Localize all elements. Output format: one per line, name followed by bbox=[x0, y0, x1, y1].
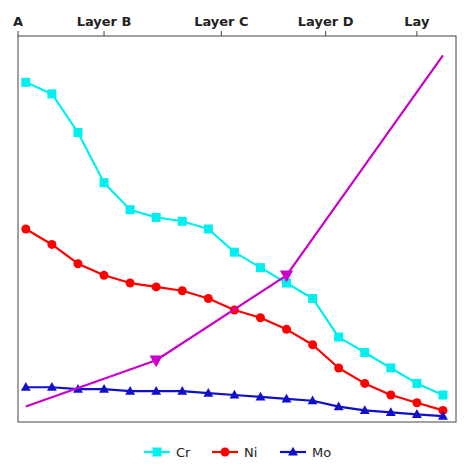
point bbox=[334, 363, 343, 372]
point bbox=[386, 390, 395, 399]
point bbox=[280, 271, 293, 283]
legend-label: Cr bbox=[176, 445, 191, 460]
point bbox=[386, 363, 395, 372]
point bbox=[21, 382, 31, 391]
series-line bbox=[26, 387, 443, 416]
point bbox=[282, 394, 292, 403]
point bbox=[47, 240, 56, 249]
point bbox=[256, 263, 265, 272]
x-tick bbox=[325, 31, 326, 36]
point bbox=[334, 333, 343, 342]
x-tick-label: Layer D bbox=[298, 14, 354, 29]
x-tick-label: Layer B bbox=[77, 14, 132, 29]
legend-marker bbox=[221, 448, 230, 457]
series bbox=[21, 78, 447, 400]
x-tick bbox=[221, 31, 222, 36]
plot-area bbox=[21, 55, 448, 420]
series bbox=[26, 55, 443, 406]
point bbox=[151, 386, 161, 395]
point bbox=[152, 282, 161, 291]
legend-item: Ni bbox=[212, 445, 257, 460]
point bbox=[21, 225, 30, 234]
point bbox=[204, 225, 213, 234]
legend-marker bbox=[153, 448, 162, 457]
legend-marker bbox=[288, 447, 298, 456]
point bbox=[230, 248, 239, 257]
point bbox=[256, 313, 265, 322]
point bbox=[203, 388, 213, 397]
x-axis: A Layer B Layer C Layer D Lay bbox=[13, 14, 430, 36]
point bbox=[126, 205, 135, 214]
point bbox=[100, 271, 109, 280]
point bbox=[126, 279, 135, 288]
legend-label: Mo bbox=[312, 445, 331, 460]
series-line bbox=[26, 55, 443, 406]
point bbox=[360, 348, 369, 357]
x-tick bbox=[104, 31, 105, 36]
point bbox=[178, 286, 187, 295]
point bbox=[308, 396, 318, 405]
point bbox=[204, 294, 213, 303]
series bbox=[21, 382, 448, 420]
point bbox=[178, 217, 187, 226]
plot-frame bbox=[18, 36, 456, 422]
point bbox=[412, 379, 421, 388]
point bbox=[438, 390, 447, 399]
point bbox=[256, 392, 266, 401]
point bbox=[360, 405, 370, 414]
series bbox=[150, 271, 294, 368]
point bbox=[308, 294, 317, 303]
point bbox=[360, 379, 369, 388]
point bbox=[438, 411, 448, 420]
point bbox=[73, 259, 82, 268]
point bbox=[282, 325, 291, 334]
point bbox=[125, 386, 135, 395]
point bbox=[229, 390, 239, 399]
x-tick-label: Layer C bbox=[194, 14, 248, 29]
point bbox=[73, 128, 82, 137]
point bbox=[100, 178, 109, 187]
x-tick bbox=[18, 31, 19, 36]
point bbox=[308, 340, 317, 349]
legend-item: Mo bbox=[280, 445, 331, 460]
point bbox=[412, 398, 421, 407]
point bbox=[99, 384, 109, 393]
point bbox=[386, 407, 396, 416]
x-tick bbox=[416, 31, 417, 36]
point bbox=[334, 401, 344, 410]
point bbox=[412, 409, 422, 418]
x-tick-label: Lay bbox=[404, 14, 430, 29]
point bbox=[47, 382, 57, 391]
point bbox=[47, 89, 56, 98]
point bbox=[177, 386, 187, 395]
point bbox=[150, 355, 163, 367]
point bbox=[152, 213, 161, 222]
x-tick-label: A bbox=[13, 14, 23, 29]
series-line bbox=[26, 82, 443, 395]
point bbox=[21, 78, 30, 87]
legend: Cr Ni Mo bbox=[144, 445, 331, 460]
chart: A Layer B Layer C Layer D Lay Cr Ni Mo bbox=[0, 0, 474, 474]
legend-label: Ni bbox=[244, 445, 257, 460]
legend-item: Cr bbox=[144, 445, 191, 460]
